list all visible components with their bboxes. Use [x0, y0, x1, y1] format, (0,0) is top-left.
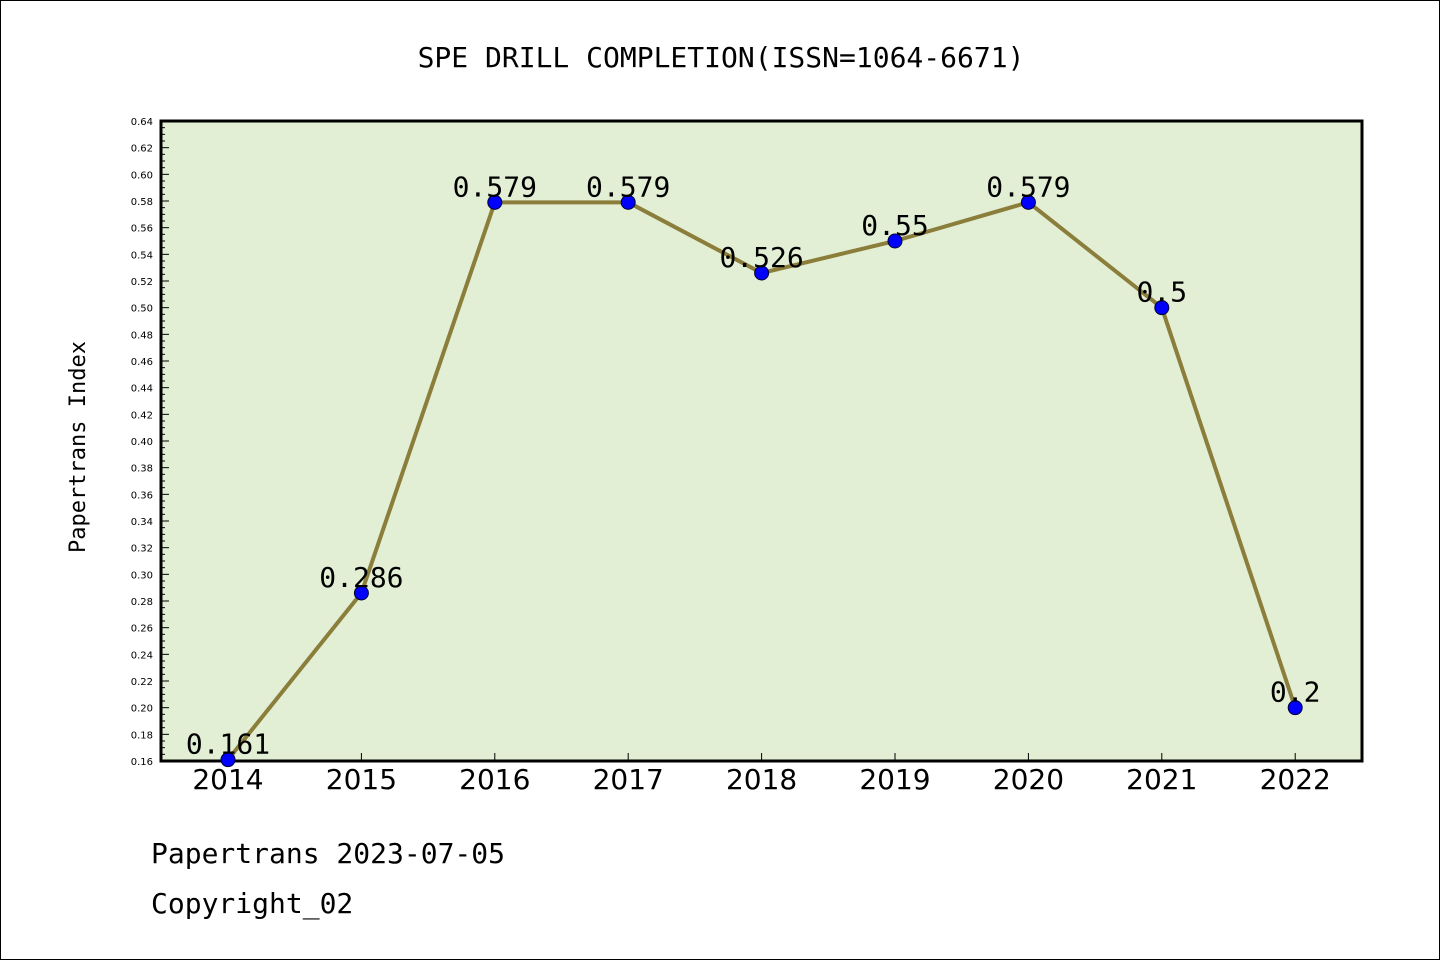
data-label: 0.161 [186, 728, 270, 761]
y-tick-label: 0.22 [131, 677, 153, 688]
data-point [1287, 700, 1303, 716]
data-labels: 0.161 0.286 0.579 0.579 0.526 0.55 0.579 0.5 0.2 [186, 170, 1321, 760]
x-tick-label: 2018 [726, 763, 797, 796]
x-tick-label: 2020 [993, 763, 1064, 796]
y-tick-label: 0.58 [131, 197, 153, 208]
y-tick-label: 0.24 [131, 650, 153, 661]
y-tick-label: 0.20 [131, 704, 153, 715]
series-layer [220, 194, 1303, 768]
x-tick-label: 2017 [593, 763, 664, 796]
x-axis-ticks: 2014 2015 2016 2017 2018 2019 2020 2021 2022 [192, 753, 1331, 796]
y-axis-ticks: 0.16 0.18 0.20 0.22 0.24 0.26 0.28 0.30 0.32 0.34… [131, 117, 169, 768]
data-label: 0.5 [1137, 276, 1188, 309]
data-label: 0.579 [986, 170, 1070, 203]
footer-copyright-text: Copyright_02 [151, 887, 354, 920]
data-label: 0.55 [861, 209, 928, 242]
y-tick-label: 0.32 [131, 544, 153, 555]
data-label: 0.286 [319, 561, 403, 594]
data-label: 0.526 [719, 241, 803, 274]
y-tick-label: 0.28 [131, 597, 153, 608]
x-tick-label: 2014 [192, 763, 263, 796]
y-tick-label: 0.18 [131, 730, 153, 741]
data-point [887, 233, 903, 249]
y-axis-label: Papertrans Index [66, 341, 91, 553]
x-tick-label: 2019 [859, 763, 930, 796]
footer-date-text: Papertrans 2023-07-05 [151, 837, 506, 870]
y-tick-label: 0.42 [131, 410, 153, 421]
plot-area [159, 119, 1364, 763]
chart-title: SPE DRILL COMPLETION(ISSN=1064-6671) [418, 41, 1025, 74]
y-tick-label: 0.26 [131, 624, 153, 635]
data-point [1154, 300, 1170, 316]
y-tick-label: 0.62 [131, 144, 153, 155]
data-point [353, 585, 369, 601]
y-tick-label: 0.56 [131, 224, 153, 235]
data-point [220, 752, 236, 768]
data-point [754, 265, 770, 281]
y-tick-label: 0.48 [131, 330, 153, 341]
y-tick-label: 0.46 [131, 357, 153, 368]
y-tick-label: 0.38 [131, 464, 153, 475]
y-tick-label: 0.30 [131, 570, 153, 581]
y-tick-label: 0.16 [131, 757, 153, 768]
y-tick-label: 0.60 [131, 170, 153, 181]
y-tick-label: 0.64 [131, 117, 153, 128]
y-tick-label: 0.44 [131, 384, 153, 395]
y-tick-label: 0.52 [131, 277, 153, 288]
x-tick-label: 2022 [1260, 763, 1331, 796]
x-tick-label: 2016 [459, 763, 530, 796]
y-tick-label: 0.50 [131, 304, 153, 315]
data-point [620, 194, 636, 210]
data-label: 0.2 [1270, 676, 1321, 709]
x-tick-label: 2021 [1126, 763, 1197, 796]
data-point [487, 194, 503, 210]
y-tick-label: 0.40 [131, 437, 153, 448]
y-tick-label: 0.54 [131, 250, 153, 261]
y-tick-label: 0.36 [131, 490, 153, 501]
y-tick-label: 0.34 [131, 517, 153, 528]
x-tick-label: 2015 [326, 763, 397, 796]
data-label: 0.579 [586, 170, 670, 203]
data-label: 0.579 [453, 170, 537, 203]
data-point [1020, 194, 1036, 210]
